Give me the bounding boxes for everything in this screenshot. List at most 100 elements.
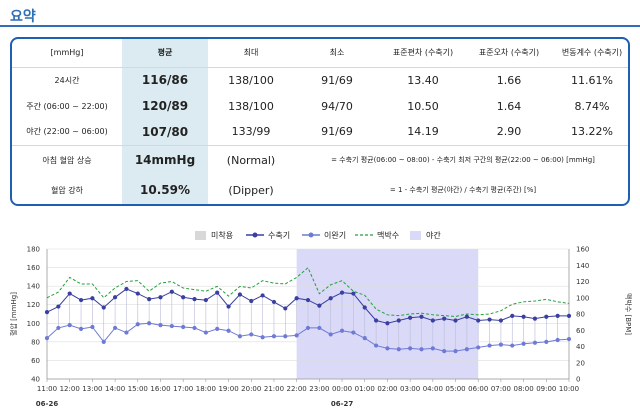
diastolic-point <box>283 334 288 339</box>
x-tick-label: 18:00 <box>196 385 216 393</box>
x-tick-label: 03:00 <box>400 385 420 393</box>
diastolic-point <box>203 330 208 335</box>
systolic-point <box>339 290 345 295</box>
min-value: 91/69 <box>294 119 380 146</box>
y-tick-label: 120 <box>27 301 40 309</box>
diastolic-point <box>464 347 469 352</box>
diastolic-point <box>430 346 435 351</box>
legend-diastolic-swatch <box>302 232 320 238</box>
diastolic-point <box>192 325 197 331</box>
x-tick-label: 01:00 <box>355 385 375 393</box>
systolic-point <box>78 297 84 303</box>
dipping-value: 10.59% <box>122 175 208 204</box>
summary-header-row: [mmHg] 평균 최대 최소 표준편차 (수축기) 표준오차 (수축기) 변동… <box>12 39 628 68</box>
diastolic-point <box>510 343 515 348</box>
x-tick-label: 15:00 <box>128 385 148 393</box>
systolic-point <box>453 318 458 323</box>
x-tick-label: 22:00 <box>287 385 307 393</box>
title-divider <box>0 25 640 27</box>
legend-pulse-label: 맥박수 <box>377 230 400 240</box>
sd-value: 10.50 <box>407 99 439 113</box>
sd-value: 14.19 <box>380 119 466 146</box>
x-tick-label: 23:00 <box>309 385 329 393</box>
x-tick-label: 10:00 <box>559 385 579 393</box>
avg-value: 120/89 <box>122 93 208 119</box>
y2-tick-label: 80 <box>576 311 585 319</box>
diastolic-point <box>44 336 50 341</box>
systolic-point <box>237 292 243 297</box>
systolic-point <box>328 296 333 301</box>
y-axis-title: 혈압 [mmHg] <box>9 292 18 336</box>
legend-pulse-swatch <box>355 234 373 236</box>
y2-axis-title: 맥박수 [BPM] <box>624 293 633 335</box>
legend-diastolic-label: 이완기 <box>324 230 347 240</box>
diastolic-point <box>135 322 140 327</box>
row-dipping: 혈압 강하 10.59% (Dipper) = 1 - 수축기 평균(야간) /… <box>12 175 628 204</box>
legend-missing-label: 미착용 <box>211 230 234 240</box>
diastolic-point <box>78 326 84 331</box>
systolic-point <box>226 304 231 309</box>
y-tick-label: 100 <box>27 320 40 328</box>
surge-value: 14mmHg <box>122 145 208 175</box>
systolic-point <box>532 316 538 321</box>
diastolic-point <box>566 336 572 342</box>
night-band <box>296 249 479 379</box>
legend-systolic-label: 수축기 <box>268 230 291 240</box>
y2-tick-label: 120 <box>576 278 589 286</box>
y-tick-label: 40 <box>31 376 40 384</box>
diastolic-point <box>339 328 345 333</box>
systolic-point <box>169 289 174 294</box>
systolic-point <box>181 295 186 300</box>
x-tick-label: 21:00 <box>264 385 284 393</box>
pulse-line <box>46 266 570 317</box>
diastolic-point <box>419 347 424 352</box>
y2-tick-label: 20 <box>576 359 585 367</box>
x-tick-label: 14:00 <box>105 385 125 393</box>
diastolic-point <box>442 349 447 354</box>
avg-value: 116/86 <box>122 67 208 93</box>
systolic-point <box>56 304 61 309</box>
summary-table: [mmHg] 평균 최대 최소 표준편차 (수축기) 표준오차 (수축기) 변동… <box>10 37 630 206</box>
systolic-point <box>555 313 560 318</box>
diastolic-point <box>498 342 504 347</box>
diastolic-point <box>215 326 220 331</box>
systolic-point <box>498 318 504 323</box>
systolic-point <box>521 314 526 319</box>
x-tick-label: 06:00 <box>468 385 488 393</box>
diastolic-point <box>226 328 231 333</box>
systolic-point <box>396 318 401 323</box>
diastolic-point <box>487 343 492 348</box>
diastolic-point <box>124 330 129 335</box>
diastolic-point <box>158 323 163 328</box>
diastolic-point <box>67 323 72 328</box>
systolic-point <box>294 296 299 301</box>
y2-tick-label: 160 <box>576 246 589 254</box>
diastolic-point <box>555 337 560 343</box>
cv-value: 11.61% <box>571 73 613 87</box>
diastolic-point <box>373 343 379 348</box>
x-tick-label: 08:00 <box>514 385 534 393</box>
diastolic-point <box>294 333 299 338</box>
x-tick-label: 19:00 <box>218 385 238 393</box>
legend-missing-swatch <box>195 230 206 240</box>
systolic-point <box>419 314 424 319</box>
bp-chart: 40 60 80 100 120 140 160 180 0 20 40 60 80 100 120 140 1… <box>9 246 633 409</box>
row-morning-surge: 아침 혈압 상승 14mmHg (Normal) = 수축기 평균(06:00 … <box>12 145 628 175</box>
systolic-point <box>203 297 208 303</box>
systolic-point <box>112 295 118 300</box>
diastolic-point <box>317 325 322 331</box>
systolic-point <box>260 293 265 298</box>
y2-tick-label: 0 <box>576 376 580 384</box>
diastolic-point <box>147 321 152 326</box>
y2-tick-label: 40 <box>576 343 585 351</box>
y-tick-label: 140 <box>27 283 40 291</box>
diastolic-point <box>453 349 458 354</box>
systolic-point <box>249 298 254 304</box>
systolic-point <box>476 318 481 323</box>
legend-systolic: 수축기 <box>246 229 290 241</box>
x-tick-label: 13:00 <box>82 385 102 393</box>
y-tick-label: 80 <box>31 338 40 346</box>
header-sd: 표준편차 (수축기) <box>380 39 466 68</box>
systolic-point <box>44 310 50 315</box>
cv-value: 8.74% <box>574 99 610 113</box>
